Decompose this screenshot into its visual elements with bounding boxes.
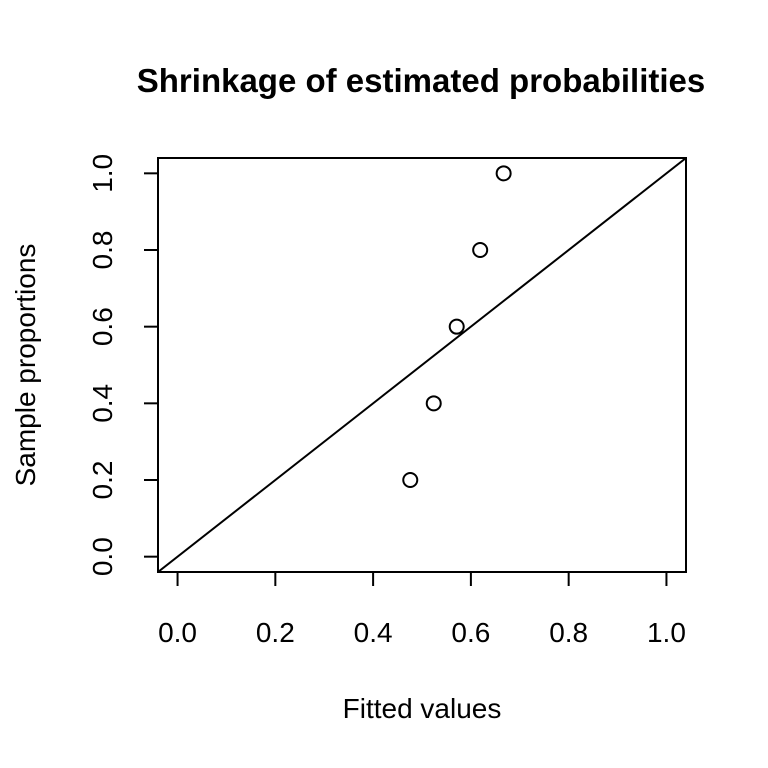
y-tick-label: 0.0 [87, 537, 118, 576]
y-tick-label: 0.8 [87, 231, 118, 270]
data-point [472, 242, 489, 258]
x-tick-label: 0.8 [549, 617, 588, 648]
data-point [495, 165, 512, 182]
y-tick-label: 0.4 [87, 384, 118, 423]
x-tick-label: 0.2 [256, 617, 295, 648]
x-tick-label: 0.4 [354, 617, 393, 648]
y-tick-label: 1.0 [87, 154, 118, 193]
x-tick-label: 0.0 [158, 617, 197, 648]
y-tick-label: 0.2 [87, 461, 118, 500]
plot-frame [157, 157, 687, 573]
reference-line [158, 158, 686, 572]
data-point [425, 395, 442, 412]
x-axis-label: Fitted values [343, 693, 502, 724]
data-points [402, 165, 512, 488]
data-point [402, 472, 419, 488]
x-tick-label: 1.0 [647, 617, 686, 648]
chart-title: Shrinkage of estimated probabilities [137, 62, 705, 99]
data-point [448, 318, 465, 335]
y-axis-label: Sample proportions [10, 244, 41, 487]
y-tick-label: 0.6 [87, 307, 118, 346]
x-tick-label: 0.6 [451, 617, 490, 648]
